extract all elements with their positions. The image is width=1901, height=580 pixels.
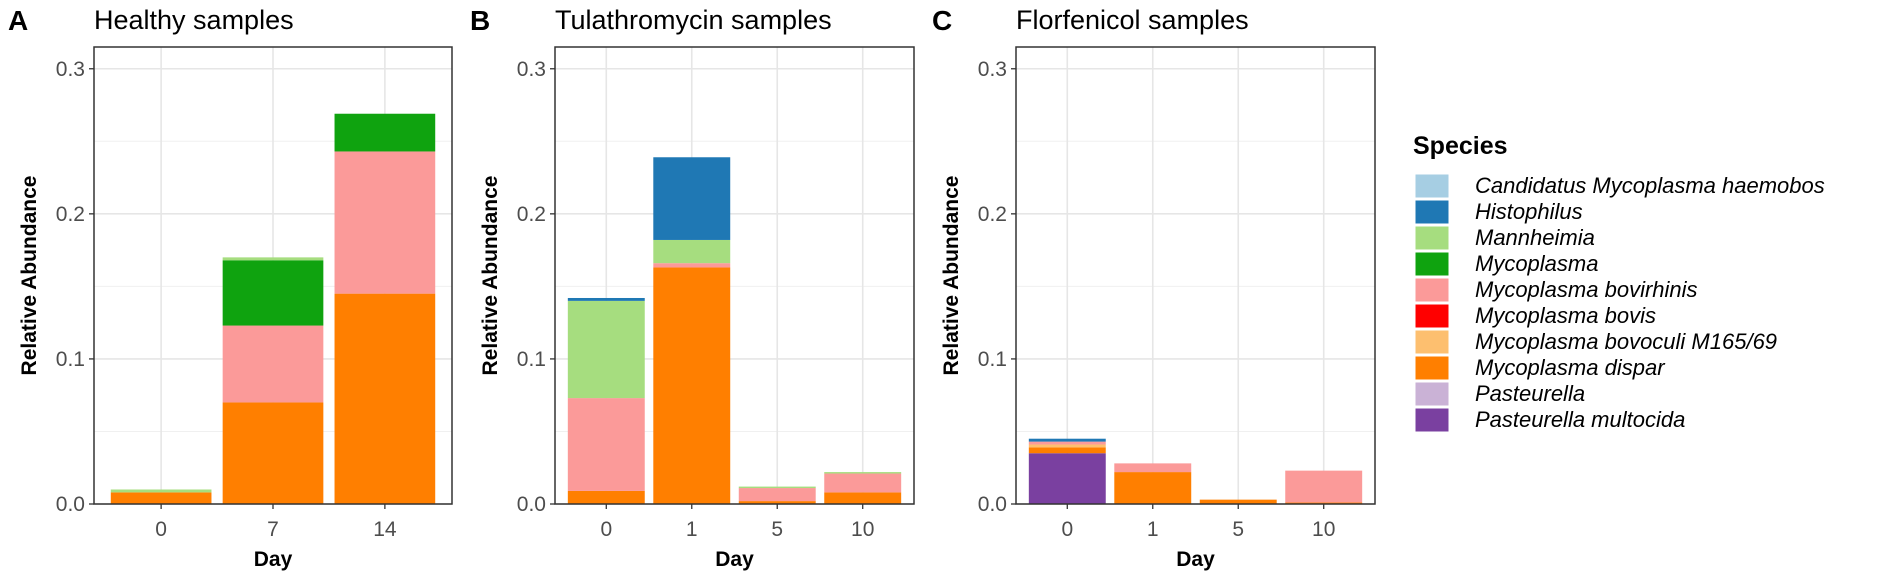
- bar-mannheimia-day-0: [110, 489, 212, 493]
- bar-mycoplasma-bovirhinis-day-10: [1285, 470, 1363, 503]
- bar-mycoplasma-bovirhinis-day-10: [824, 473, 902, 493]
- y-tick-label: 0.2: [517, 203, 546, 226]
- bar-mycoplasma-dispar-day-14: [334, 293, 436, 504]
- bar-mycoplasma-day-7: [222, 260, 324, 326]
- bar-mycoplasma-dispar-day-10: [824, 492, 902, 504]
- x-tick-label: 0: [155, 518, 167, 541]
- legend-label-candidatus-mycoplasma-haemobos: Candidatus Mycoplasma haemobos: [1475, 173, 1825, 198]
- bar-mannheimia-day-10: [824, 472, 902, 474]
- bar-mannheimia-day-5: [738, 486, 816, 489]
- legend-label-mycoplasma: Mycoplasma: [1475, 251, 1598, 276]
- bar-mycoplasma-dispar-day-5: [738, 501, 816, 504]
- legend-swatch-mycoplasma-bovoculi-m165-69: [1414, 329, 1450, 355]
- bar-mannheimia-day-7: [222, 257, 324, 261]
- y-tick-label: 0.0: [517, 493, 546, 516]
- x-tick-label: 0: [600, 518, 612, 541]
- panel-letter: B: [470, 5, 490, 36]
- bar-mycoplasma-bovirhinis-day-5: [738, 488, 816, 502]
- x-tick-label: 14: [373, 518, 397, 541]
- x-axis-title: Day: [254, 548, 293, 571]
- x-tick-label: 5: [1232, 518, 1244, 541]
- legend-label-mycoplasma-bovis: Mycoplasma bovis: [1475, 303, 1656, 328]
- bar-mycoplasma-dispar-day-1: [653, 267, 731, 504]
- plot-background: [1016, 47, 1375, 504]
- bar-mycoplasma-dispar-day-5: [1199, 499, 1277, 504]
- x-tick-label: 5: [771, 518, 783, 541]
- legend-label-pasteurella: Pasteurella: [1475, 381, 1585, 406]
- legend-label-mannheimia: Mannheimia: [1475, 225, 1595, 250]
- bar-mycoplasma-dispar-day-0: [567, 490, 645, 504]
- bar-mycoplasma-bovirhinis-day-1: [1114, 463, 1192, 473]
- y-axis-title: Relative Abundance: [940, 176, 963, 376]
- y-tick-label: 0.3: [978, 58, 1007, 81]
- legend-label-mycoplasma-bovoculi-m165-69: Mycoplasma bovoculi M165/69: [1475, 329, 1777, 354]
- legend-swatch-mycoplasma: [1414, 251, 1450, 277]
- bar-mycoplasma-day-14: [334, 113, 436, 152]
- panel-title: Healthy samples: [94, 5, 294, 35]
- bar-mycoplasma-dispar-day-0: [1028, 447, 1106, 454]
- bar-histophilus-day-0: [567, 297, 645, 301]
- y-tick-label: 0.1: [978, 348, 1007, 371]
- bar-mycoplasma-bovirhinis-day-0: [567, 398, 645, 491]
- bar-mycoplasma-bovirhinis-day-7: [222, 325, 324, 403]
- bar-mannheimia-day-1: [653, 239, 731, 264]
- y-tick-label: 0.3: [56, 58, 85, 81]
- bar-mycoplasma-bovoculi-m165-69-day-0: [1028, 444, 1106, 448]
- y-tick-label: 0.2: [978, 203, 1007, 226]
- bar-histophilus-day-0: [1028, 438, 1106, 442]
- legend-swatch-mycoplasma-bovis: [1414, 303, 1450, 329]
- bar-pasteurella-multocida-day-0: [1028, 453, 1106, 504]
- panel-title: Tulathromycin samples: [555, 5, 832, 35]
- y-tick-label: 0.2: [56, 203, 85, 226]
- x-axis-title: Day: [1176, 548, 1215, 571]
- bar-mycoplasma-bovirhinis-day-14: [334, 151, 436, 294]
- legend-label-histophilus: Histophilus: [1475, 199, 1583, 224]
- x-tick-label: 0: [1061, 518, 1073, 541]
- bar-mycoplasma-bovirhinis-day-1: [653, 263, 731, 268]
- legend-swatch-pasteurella-multocida: [1414, 407, 1450, 433]
- y-axis-title: Relative Abundance: [479, 176, 502, 376]
- legend-title: Species: [1413, 132, 1508, 160]
- bar-mycoplasma-dispar-day-7: [222, 402, 324, 504]
- y-axis-title: Relative Abundance: [18, 176, 41, 376]
- legend-swatch-histophilus: [1414, 199, 1450, 225]
- bar-mycoplasma-dispar-day-1: [1114, 472, 1192, 504]
- panel-letter: C: [932, 5, 952, 36]
- legend-swatch-mycoplasma-bovirhinis: [1414, 277, 1450, 303]
- panel-letter: A: [8, 5, 28, 36]
- panel-border: [554, 46, 915, 505]
- x-tick-label: 10: [1312, 518, 1335, 541]
- legend: Species Candidatus Mycoplasma haemobosHis…: [1413, 132, 1825, 433]
- legend-label-mycoplasma-dispar: Mycoplasma dispar: [1475, 355, 1666, 380]
- bar-histophilus-day-1: [653, 157, 731, 240]
- y-tick-label: 0.0: [56, 493, 85, 516]
- legend-label-pasteurella-multocida: Pasteurella multocida: [1475, 407, 1685, 432]
- panel-b: 0.0 0.1 0.2 0.3 0 1 5 10 Day Relative Abundance B T…: [470, 5, 915, 571]
- legend-swatch-mycoplasma-dispar: [1414, 355, 1450, 381]
- x-tick-label: 10: [851, 518, 874, 541]
- legend-swatch-pasteurella: [1414, 381, 1450, 407]
- legend-swatch-candidatus-mycoplasma-haemobos: [1414, 173, 1450, 199]
- legend-label-mycoplasma-bovirhinis: Mycoplasma bovirhinis: [1475, 277, 1698, 302]
- panel-title: Florfenicol samples: [1016, 5, 1249, 35]
- x-tick-label: 7: [267, 518, 279, 541]
- panel-a: 0.0 0.1 0.2 0.3 0 7 14 Day Relative Abundance A He…: [8, 5, 453, 571]
- x-tick-label: 1: [1147, 518, 1159, 541]
- y-tick-label: 0.1: [517, 348, 546, 371]
- legend-swatch-mannheimia: [1414, 225, 1450, 251]
- bar-mannheimia-day-0: [567, 300, 645, 399]
- panel-c: 0.0 0.1 0.2 0.3 0 1 5 10 Day Relative Abundance C F…: [932, 5, 1376, 571]
- y-tick-label: 0.1: [56, 348, 85, 371]
- bar-mycoplasma-bovirhinis-day-0: [1028, 441, 1106, 445]
- y-tick-label: 0.3: [517, 58, 546, 81]
- bar-mycoplasma-dispar-day-0: [110, 492, 212, 504]
- y-tick-label: 0.0: [978, 493, 1007, 516]
- panel-border: [1015, 46, 1376, 505]
- x-tick-label: 1: [686, 518, 698, 541]
- x-axis-title: Day: [715, 548, 754, 571]
